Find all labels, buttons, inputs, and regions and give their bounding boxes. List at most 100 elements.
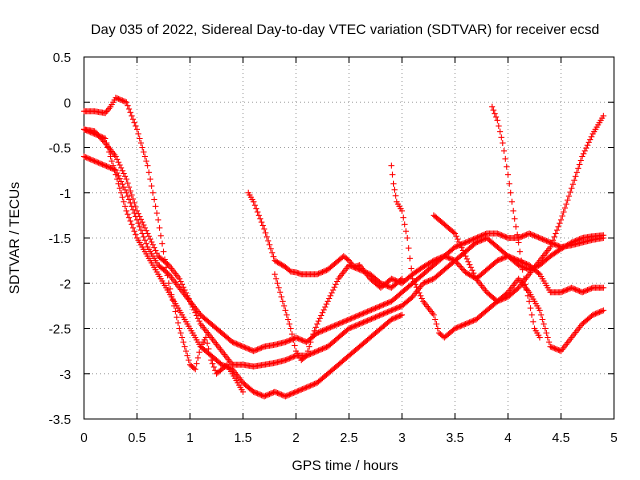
data-point	[278, 293, 285, 300]
data-point	[408, 294, 415, 301]
data-point	[253, 389, 260, 396]
data-point	[462, 320, 469, 327]
data-point	[368, 315, 375, 322]
data-point	[126, 106, 133, 113]
data-point	[334, 321, 341, 328]
data-point	[389, 171, 396, 178]
data-point	[291, 342, 298, 349]
x-axis-label: GPS time / hours	[292, 457, 399, 473]
data-point	[318, 269, 325, 276]
data-point	[112, 94, 119, 101]
data-point	[461, 250, 468, 257]
data-point	[465, 319, 472, 326]
data-point	[332, 322, 339, 329]
data-point	[437, 254, 444, 261]
data-point	[87, 156, 94, 163]
data-point	[547, 244, 554, 251]
data-point	[290, 336, 297, 343]
data-point	[319, 309, 326, 316]
data-point	[353, 265, 360, 272]
data-point	[379, 311, 386, 318]
data-point	[310, 349, 317, 356]
data-point	[254, 208, 261, 215]
x-tick-label: 4	[504, 430, 511, 445]
data-point	[463, 255, 470, 262]
data-point	[107, 153, 114, 160]
data-point	[558, 216, 564, 223]
data-point	[357, 267, 364, 274]
data-point	[124, 180, 131, 187]
data-point	[514, 285, 521, 292]
data-point	[96, 160, 103, 167]
data-point	[389, 276, 396, 283]
data-point	[359, 310, 366, 317]
data-point	[135, 130, 142, 137]
data-point	[151, 244, 158, 251]
data-point	[114, 169, 121, 176]
data-point	[314, 320, 321, 327]
data-point	[499, 255, 506, 262]
data-point	[536, 334, 543, 341]
data-point	[497, 231, 504, 238]
data-point	[265, 237, 272, 244]
data-point	[494, 117, 501, 124]
data-point	[414, 287, 421, 294]
data-point	[267, 245, 274, 252]
series-sat-i	[489, 103, 543, 341]
data-point	[328, 289, 335, 296]
data-point	[585, 139, 592, 146]
data-point	[518, 233, 525, 240]
data-point	[544, 334, 551, 341]
data-point	[508, 254, 515, 261]
data-point	[385, 308, 392, 315]
data-point	[542, 325, 549, 332]
data-point	[495, 123, 502, 130]
data-point	[103, 163, 110, 170]
data-point	[151, 196, 158, 203]
data-point	[352, 313, 359, 320]
data-point	[543, 330, 550, 337]
data-point	[532, 233, 539, 240]
data-point	[548, 240, 555, 247]
data-point	[371, 314, 378, 321]
y-axis-label: SDTVAR / TECUs	[6, 182, 22, 294]
y-tick-label: -3	[59, 367, 71, 382]
data-point	[425, 277, 432, 284]
data-point	[184, 352, 191, 359]
data-point	[466, 237, 473, 244]
data-point	[273, 389, 280, 396]
data-point	[466, 261, 473, 268]
data-point	[152, 247, 159, 254]
data-point	[491, 110, 498, 117]
data-point	[436, 255, 443, 262]
data-point	[520, 232, 527, 239]
data-point	[136, 135, 143, 142]
data-point	[81, 153, 87, 160]
data-point	[554, 346, 561, 353]
data-point	[269, 389, 276, 396]
data-point	[307, 382, 314, 389]
data-point	[353, 313, 360, 320]
data-point	[123, 207, 130, 214]
data-point	[467, 237, 474, 244]
data-point	[471, 272, 478, 279]
data-point	[453, 233, 460, 240]
data-point	[312, 324, 319, 331]
data-point	[548, 344, 555, 351]
data-point	[359, 319, 366, 326]
data-point	[511, 255, 518, 262]
data-point	[465, 258, 472, 265]
data-point	[145, 233, 152, 240]
data-point	[139, 144, 146, 151]
data-point	[498, 296, 505, 303]
series-sat-f	[271, 262, 405, 364]
data-point	[238, 343, 245, 350]
data-point	[454, 324, 461, 331]
data-point	[294, 335, 301, 342]
data-point	[127, 188, 134, 195]
data-point	[122, 98, 129, 105]
data-point	[572, 286, 579, 293]
data-point	[275, 390, 282, 397]
data-point	[564, 197, 571, 204]
data-point	[569, 181, 576, 188]
